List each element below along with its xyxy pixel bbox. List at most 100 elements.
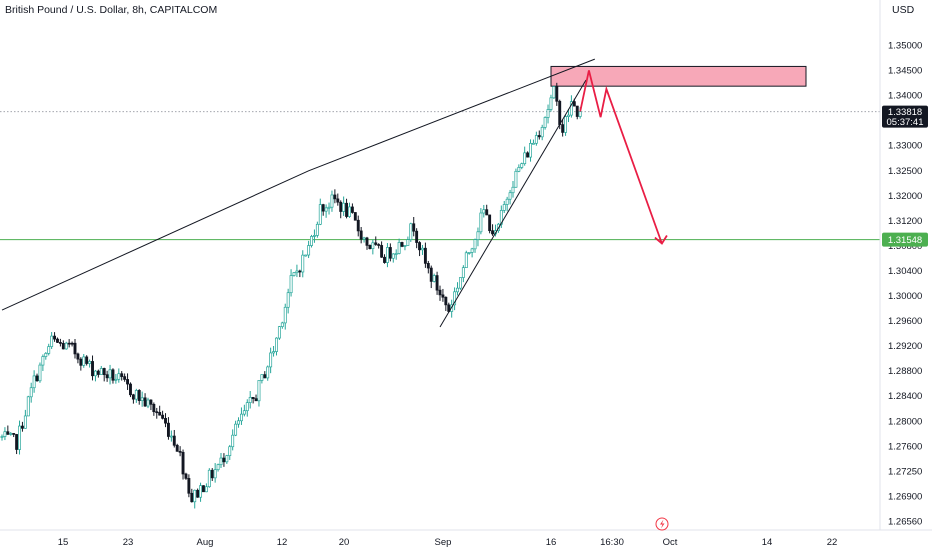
candle	[505, 196, 509, 212]
candle-body	[254, 398, 258, 402]
candle	[435, 271, 439, 295]
candle	[348, 202, 351, 218]
candle-body	[572, 101, 576, 107]
candle-body	[356, 219, 360, 232]
candle-body	[315, 223, 319, 236]
candle-body	[155, 411, 159, 414]
candle	[20, 421, 24, 432]
candle-body	[248, 396, 252, 403]
candle	[251, 396, 255, 404]
candle	[356, 215, 360, 237]
candle	[315, 221, 319, 238]
candle-body	[213, 469, 217, 479]
candle	[514, 168, 518, 188]
candle-body	[418, 242, 422, 251]
candle	[50, 332, 54, 349]
candle	[126, 373, 130, 390]
candle	[199, 482, 203, 502]
x-tick-label: Sep	[435, 537, 452, 548]
candle-body	[50, 335, 54, 347]
candle-body	[391, 253, 395, 259]
candle	[272, 346, 276, 357]
candle-body	[67, 342, 71, 345]
candles	[0, 82, 582, 509]
candle	[64, 341, 68, 350]
candle-body	[412, 223, 416, 232]
candle	[155, 407, 159, 419]
price-axis[interactable]: 1.350001.345001.340001.335001.330001.325…	[879, 0, 922, 530]
candle-body	[152, 403, 156, 413]
candle	[108, 364, 112, 385]
x-tick-label: 20	[339, 537, 350, 548]
candle-body	[239, 413, 243, 422]
candle-body	[29, 387, 33, 398]
y-tick-label: 1.28400	[888, 391, 922, 402]
candle-body	[380, 245, 384, 258]
candle-body	[423, 247, 427, 264]
candle-body	[540, 127, 544, 138]
candle-body	[552, 86, 556, 99]
candle	[374, 236, 378, 246]
candle-body	[70, 342, 74, 345]
candle	[41, 354, 45, 371]
candle-body	[181, 451, 185, 475]
upper-trendline	[1, 58, 595, 311]
candle	[508, 189, 512, 205]
x-tick-label: 15	[58, 537, 69, 548]
candle-body	[32, 375, 36, 389]
time-axis[interactable]: 15 23 Aug 12 20 Sep 16 16:30 Oct 14 22	[0, 517, 932, 548]
candle	[526, 151, 530, 158]
candle	[79, 357, 83, 371]
candle-body	[321, 204, 325, 212]
candle	[196, 488, 200, 498]
candle	[418, 241, 422, 257]
candle	[32, 370, 36, 393]
y-tick-label: 1.34000	[888, 91, 922, 102]
candle-body	[196, 489, 200, 498]
candle	[178, 446, 182, 457]
candle	[204, 483, 208, 493]
candle-body	[126, 379, 130, 385]
candle-body	[47, 346, 51, 354]
candle	[517, 164, 521, 173]
x-tick-label: 16	[546, 537, 557, 548]
y-tick-label: 1.35000	[888, 41, 922, 52]
candle	[529, 139, 532, 162]
candle-body	[41, 356, 45, 366]
candle	[231, 429, 235, 451]
candle	[441, 288, 445, 302]
candle	[412, 217, 416, 237]
candle	[429, 265, 433, 289]
candle-body	[134, 390, 138, 400]
candle-body	[482, 209, 486, 214]
y-tick-label: 1.29600	[888, 316, 922, 327]
candle	[266, 365, 270, 381]
candle-body	[137, 390, 141, 401]
candle	[216, 463, 220, 472]
candle-body	[251, 396, 255, 400]
candle-body	[175, 444, 179, 452]
candle-body	[453, 291, 457, 306]
candle	[207, 468, 211, 488]
candle	[280, 321, 284, 329]
candle-body	[526, 152, 530, 158]
candle	[301, 250, 305, 278]
candle	[166, 417, 170, 440]
candle-body	[245, 402, 249, 412]
candle-body	[117, 373, 121, 380]
current-price-label: 1.33818	[888, 107, 922, 118]
candle-body	[88, 361, 92, 364]
candle-body	[567, 114, 570, 117]
y-tick-label: 1.28000	[888, 416, 922, 427]
y-tick-label: 1.34500	[888, 66, 922, 77]
x-tick-label: 23	[123, 537, 134, 548]
candle	[552, 85, 556, 99]
candle	[286, 288, 290, 314]
candle	[289, 269, 293, 297]
candle	[0, 434, 4, 441]
candle	[99, 365, 103, 375]
x-tick-label: Oct	[663, 537, 678, 548]
candle-body	[272, 351, 276, 354]
candle	[213, 463, 217, 483]
